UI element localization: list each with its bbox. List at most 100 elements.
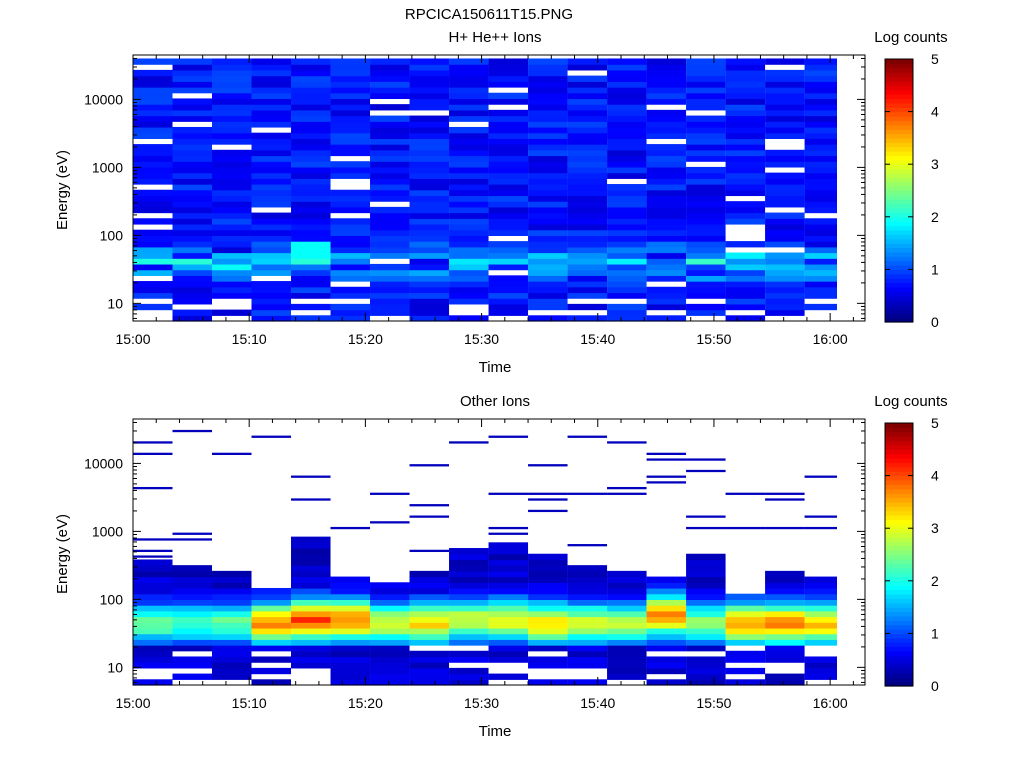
colorbar-swatch	[885, 580, 913, 586]
colorbar-swatch	[885, 449, 913, 455]
heatmap-cell	[133, 155, 173, 162]
heatmap-cell	[528, 92, 568, 100]
heatmap-cell	[172, 223, 212, 231]
heatmap-cell	[133, 229, 173, 236]
colorbar-swatch	[885, 567, 913, 573]
heatmap-cell	[212, 87, 252, 94]
heatmap-cell	[449, 582, 489, 589]
heatmap-cell	[172, 87, 212, 94]
heatmap-cell	[765, 627, 805, 635]
heatmap-cell	[212, 645, 252, 652]
heatmap-cell	[251, 622, 292, 629]
x-tick-label: 15:20	[348, 331, 383, 347]
heatmap-cell	[449, 132, 489, 139]
colorbar-swatch	[885, 440, 913, 446]
heatmap-cell	[172, 576, 212, 583]
colorbar-swatch	[885, 304, 913, 310]
heatmap-cell	[488, 650, 529, 658]
heatmap-cell	[133, 126, 173, 134]
heatmap-cell	[409, 235, 450, 242]
heatmap-cell	[251, 269, 292, 276]
heatmap-cell	[528, 498, 568, 501]
colorbar-swatch	[885, 466, 913, 472]
heatmap-cell	[488, 542, 529, 549]
heatmap-cell	[686, 81, 726, 88]
heatmap-cell	[133, 555, 173, 558]
heatmap-cell	[567, 662, 608, 669]
heatmap-cell	[409, 132, 450, 139]
heatmap-cell	[370, 69, 410, 77]
heatmap-cell	[567, 149, 608, 157]
heatmap-cell	[725, 138, 766, 145]
heatmap-cell	[686, 115, 726, 122]
heatmap-cell	[330, 656, 371, 663]
heatmap-cell	[330, 645, 371, 652]
heatmap-cell	[409, 679, 450, 686]
heatmap-cell	[607, 662, 647, 669]
colorbar-tick-label: 0	[931, 314, 939, 330]
heatmap-cell	[725, 172, 766, 179]
time-column	[725, 58, 766, 322]
colorbar-swatch	[885, 497, 913, 503]
heatmap-cell	[646, 252, 687, 259]
heatmap-cell	[765, 155, 805, 162]
colorbar-swatch	[885, 611, 913, 617]
heatmap-cell	[725, 622, 766, 629]
heatmap-cell	[330, 87, 371, 94]
heatmap-cell	[330, 195, 371, 202]
heatmap-cell	[291, 109, 331, 117]
heatmap-cell	[291, 172, 331, 179]
heatmap-cell	[607, 138, 647, 145]
heatmap-cell	[488, 599, 529, 606]
colorbar-swatch	[885, 243, 913, 249]
heatmap-cell	[291, 69, 331, 77]
colorbar-tick-label: 1	[931, 261, 939, 277]
heatmap-cell	[804, 81, 837, 88]
heatmap-cell	[528, 509, 568, 513]
heatmap-cell	[133, 87, 173, 94]
heatmap-cell	[409, 155, 450, 162]
x-tick-label: 16:00	[813, 695, 848, 711]
heatmap-cell	[212, 201, 252, 208]
heatmap-cell	[449, 553, 489, 561]
heatmap-cell	[607, 582, 647, 589]
colorbar-swatch	[885, 550, 913, 556]
colorbar-swatch	[885, 589, 913, 595]
heatmap-cell	[172, 616, 212, 623]
heatmap-cell	[172, 673, 212, 680]
heatmap-cell	[172, 565, 212, 572]
heatmap-cell	[133, 104, 173, 111]
heatmap-cell	[646, 679, 687, 686]
time-column	[133, 58, 173, 311]
heatmap-cell	[449, 223, 489, 231]
heatmap-cell	[607, 315, 647, 322]
heatmap-cell	[646, 275, 687, 282]
heatmap-cell	[172, 115, 212, 122]
heatmap-cell	[330, 115, 371, 122]
heatmap-cell	[409, 138, 450, 145]
heatmap-cell	[212, 622, 252, 629]
heatmap-cell	[528, 155, 568, 162]
heatmap-cell	[330, 172, 371, 179]
heatmap-cell	[212, 650, 252, 658]
heatmap-cell	[172, 81, 212, 88]
colorbar-swatch	[885, 554, 913, 560]
time-column	[765, 492, 805, 686]
heatmap-cell	[804, 673, 837, 680]
heatmap-cell	[133, 121, 173, 128]
heatmap-cell	[488, 627, 529, 635]
heatmap-cell	[251, 229, 292, 236]
heatmap-cell	[212, 161, 252, 168]
heatmap-cell	[646, 121, 687, 128]
heatmap-cell	[607, 121, 647, 128]
heatmap-cell	[449, 639, 489, 646]
colorbar: 0 1 2 3 4 5 Log counts	[874, 29, 947, 330]
colorbar-tick-label: 5	[931, 51, 939, 67]
heatmap-cell	[449, 115, 489, 122]
heatmap-cell	[528, 587, 568, 595]
heatmap-cell	[765, 645, 805, 652]
heatmap-cell	[488, 206, 529, 214]
heatmap-cell	[449, 212, 489, 219]
heatmap-cell	[409, 504, 450, 507]
heatmap-cell	[765, 286, 805, 294]
